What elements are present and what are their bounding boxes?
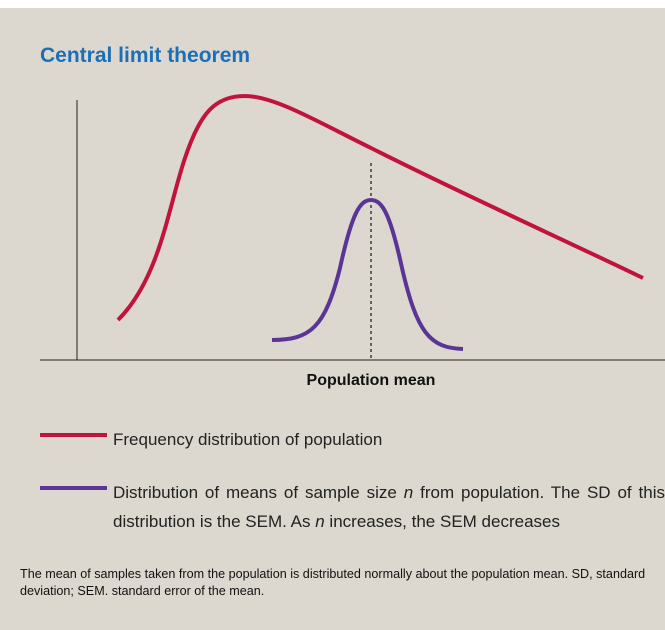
legend-text: Frequency distribution of population <box>113 430 383 449</box>
caption: The mean of samples taken from the popul… <box>20 567 646 598</box>
legend-entry: Distribution of means of sample size n f… <box>113 478 665 536</box>
legend-text: from population. The SD of this distribu… <box>113 483 665 531</box>
legend-text: increases, the SEM decreases <box>329 512 560 531</box>
title: Central limit theorem <box>40 44 251 67</box>
population-curve <box>116 93 644 322</box>
legend-text: Distribution of means of sample size <box>113 483 397 502</box>
diagram <box>40 93 665 490</box>
legend-text: n <box>403 483 414 502</box>
legend-entry: Frequency distribution of population <box>113 425 382 454</box>
axis-label: Population mean <box>306 372 436 389</box>
legend-text: n <box>315 512 325 531</box>
figure: Central limit theorem Population mean Fr… <box>0 8 665 630</box>
sample-means-curve <box>271 197 464 351</box>
